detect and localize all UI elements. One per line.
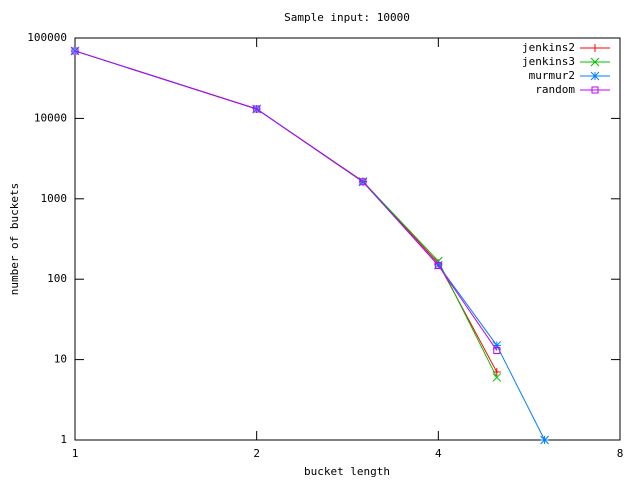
marker	[71, 47, 79, 55]
x-tick-label: 2	[253, 447, 260, 460]
legend-label: random	[535, 83, 575, 96]
series-line	[74, 50, 546, 441]
marker	[590, 71, 600, 81]
marker	[492, 341, 502, 350]
marker	[590, 57, 600, 67]
series-line	[74, 50, 498, 373]
x-tick-label: 1	[72, 447, 79, 460]
y-tick-label: 1	[60, 433, 67, 446]
marker	[591, 86, 599, 94]
marker	[591, 44, 599, 52]
marker	[434, 262, 442, 270]
chart-title: Sample input: 10000	[284, 11, 410, 24]
legend-label: murmur2	[529, 69, 575, 82]
marker	[70, 46, 80, 56]
marker	[493, 346, 501, 354]
marker	[359, 178, 367, 186]
legend-label: jenkins2	[522, 41, 575, 54]
marker	[540, 435, 549, 445]
series-line	[74, 50, 498, 378]
y-tick-label: 100	[47, 272, 67, 285]
series-line	[74, 50, 498, 351]
marker	[492, 373, 502, 382]
marker	[253, 105, 261, 113]
plot-frame	[74, 37, 621, 441]
x-tick-label: 8	[617, 447, 624, 460]
y-tick-label: 100000	[27, 31, 67, 44]
y-tick-label: 10000	[34, 111, 67, 124]
y-axis-label: number of buckets	[8, 183, 21, 296]
y-tick-label: 10	[54, 353, 67, 366]
x-tick-label: 4	[435, 447, 442, 460]
y-tick-label: 1000	[41, 192, 68, 205]
legend-label: jenkins3	[522, 55, 575, 68]
x-axis-label: bucket length	[304, 465, 390, 478]
